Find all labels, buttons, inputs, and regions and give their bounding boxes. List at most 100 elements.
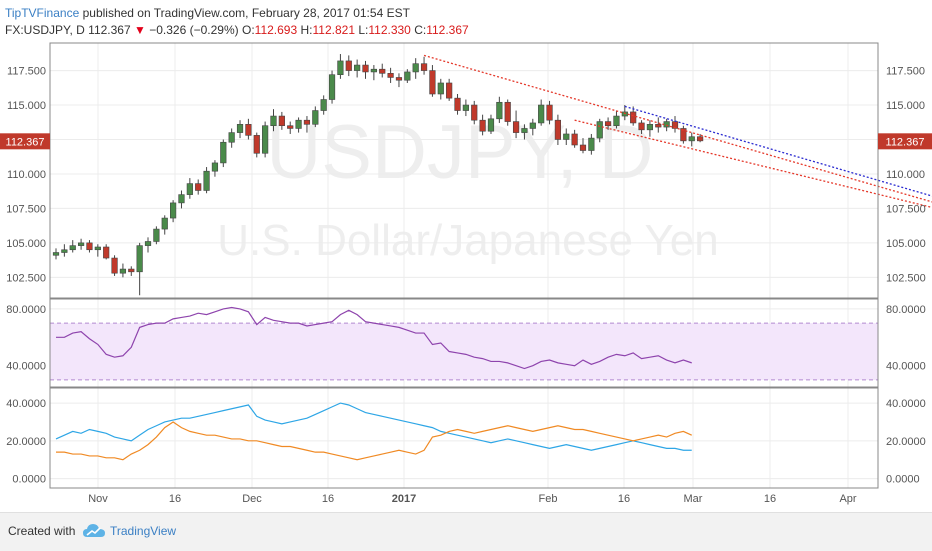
candle-body [69,245,76,251]
candle-body [487,118,495,132]
red-trendline [423,54,932,203]
tradingview-brand[interactable]: TradingView [110,524,177,538]
chart-canvas[interactable]: USDJPY, D U.S. Dollar/Japanese Yen 117.5… [0,0,932,512]
candle-body [429,70,436,95]
candle-body [521,128,528,133]
pane-frame [49,42,879,299]
y-tick-label-left: 80.0000 [6,304,46,316]
candle-body [546,104,553,121]
y-tick-label-right: 107.500 [886,203,926,215]
y-tick-label-right: 110.000 [886,169,925,181]
y-tick-label-right: 20.0000 [886,436,926,448]
candle-body [529,122,536,129]
quote-line: FX:USDJPY, D 112.367 ▼ −0.326 (−0.29%) O… [5,22,905,39]
candle-body [571,133,578,146]
candle-body [245,124,252,136]
candle-body [638,122,645,131]
candle-body [61,249,68,253]
last-price-label-right: 112.367 [886,136,925,148]
candle-body [630,111,637,124]
pane-frame [49,387,879,489]
publisher-link[interactable]: TipTVFinance [5,6,80,20]
candle-body [262,125,269,154]
watermark-name: U.S. Dollar/Japanese Yen [217,216,718,265]
y-tick-label-left: 117.500 [7,66,46,78]
symbol-label[interactable]: FX:USDJPY, D [5,23,85,37]
candle-body [153,228,160,242]
candle-body [471,104,478,121]
candle-body [420,63,428,71]
red-trendline [574,119,932,209]
candle-body [563,133,570,140]
candle-body [512,121,520,133]
y-tick-label-left: 107.500 [6,203,46,215]
candle-body [345,60,352,71]
candle-body [604,121,612,127]
candle-body [144,241,152,246]
last-price-tag-right [878,133,932,150]
y-tick-label-right: 102.500 [886,272,926,284]
candle-body [86,242,93,251]
x-tick-label: Apr [839,493,856,505]
candle-body [354,64,361,71]
candle-body [504,101,511,122]
candle-body [437,82,444,95]
candle-body [203,170,210,191]
candle-body [697,136,704,142]
x-tick-label: Mar [684,493,703,505]
chart-header: TipTVFinance published on TradingView.co… [5,5,905,39]
open-label: O: [241,23,255,37]
candle-body [287,125,294,129]
y-tick-label-right: 105.000 [886,238,926,250]
down-triangle-icon: ▼ [134,23,146,37]
x-tick-label: Nov [88,493,108,505]
open-value: 112.693 [254,23,298,37]
candle-body [554,119,561,140]
candle-body [77,242,85,246]
candle-body [328,74,336,100]
x-tick-label: 16 [169,493,181,505]
published-text: published on TradingView.com, February 2… [82,6,410,20]
candle-body [621,111,628,117]
y-tick-label-left: 40.0000 [6,398,46,410]
watermark-symbol: USDJPY, D [266,110,653,195]
candle-body [655,124,662,128]
y-tick-label-left: 105.000 [6,238,46,250]
rsi-line [56,306,692,370]
candle-body [404,71,411,81]
candle-body [211,162,219,172]
tradingview-cloud-icon [83,524,105,537]
last-price-tag-left [0,133,50,150]
pane-frame [49,298,879,388]
candle-body [228,132,235,143]
candle-body [161,217,168,230]
candle-body [278,115,285,127]
candle-body [663,121,670,128]
candle-body [479,119,486,132]
x-tick-label: 16 [322,493,334,505]
y-tick-label-right: 40.0000 [886,361,926,373]
candle-body [579,144,587,151]
last-price-label-left: 112.367 [6,136,45,148]
publish-line: TipTVFinance published on TradingView.co… [5,5,905,22]
candle-body [111,257,118,274]
candle-body [119,268,127,274]
candle-body [94,246,101,251]
candle-body [613,115,620,127]
close-value: 112.367 [426,23,469,37]
y-tick-label-right: 80.0000 [886,304,926,316]
candle-body [337,60,344,76]
candle-body [320,99,327,111]
candle-body [454,97,461,111]
candle-body [312,110,319,125]
candle-body [362,64,369,73]
candle-body [412,63,419,73]
candle-body [395,77,403,81]
created-with-text: Created with [8,524,76,538]
candle-body [379,68,386,74]
candle-body [178,194,185,204]
candle-body [462,104,469,111]
y-tick-label-right: 40.0000 [886,398,926,410]
high-label: H: [300,23,313,37]
y-tick-label-right: 0.0000 [886,474,920,486]
